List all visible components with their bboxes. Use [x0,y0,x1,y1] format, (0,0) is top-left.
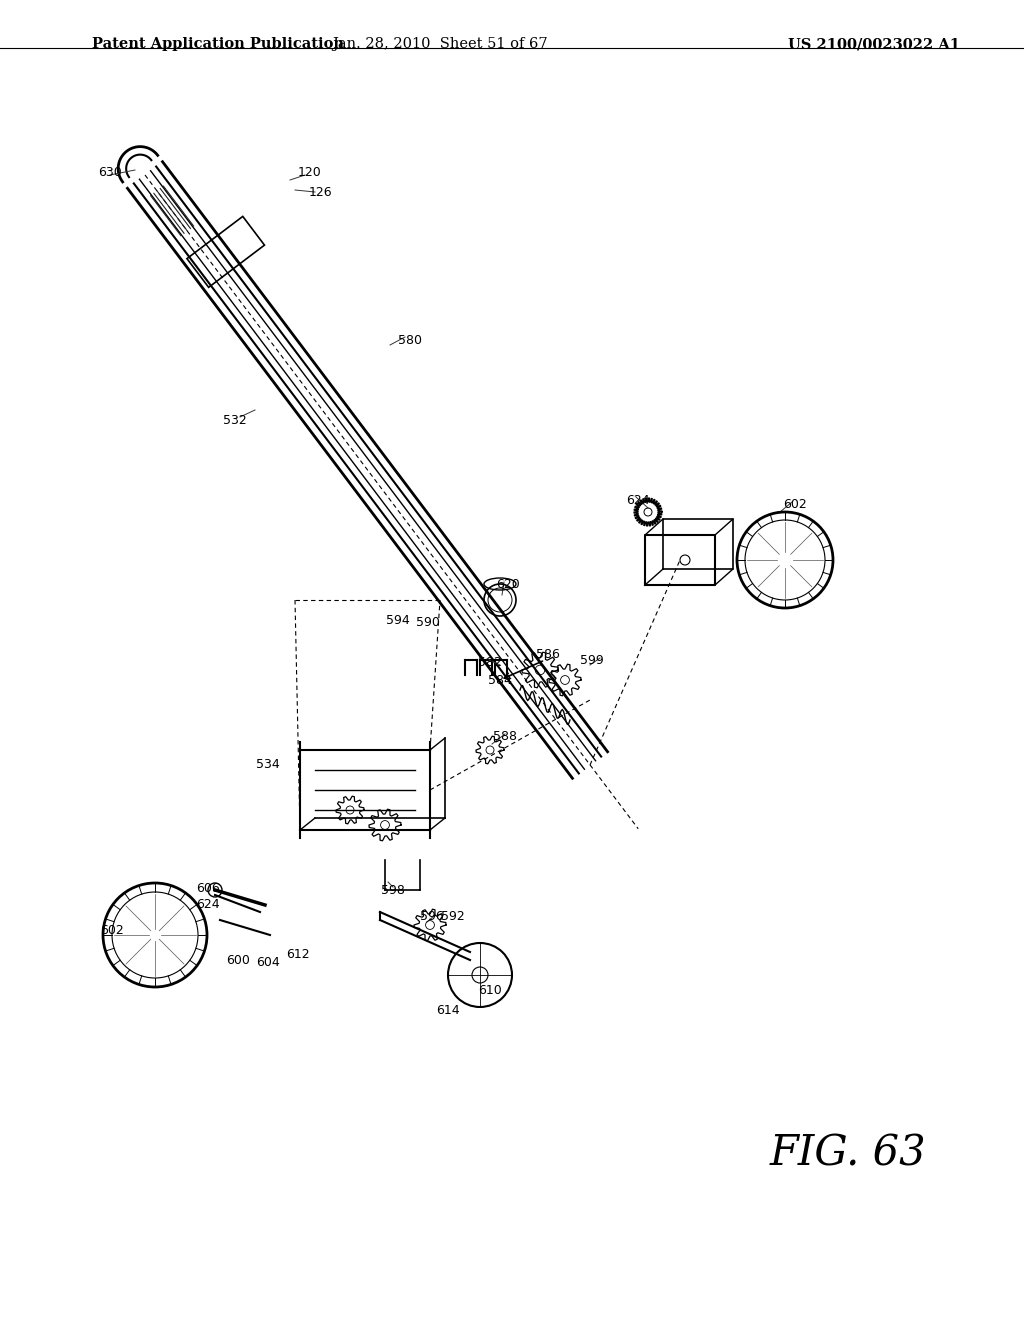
Text: 120: 120 [298,165,322,178]
Text: 606: 606 [197,882,220,895]
Text: Patent Application Publication: Patent Application Publication [92,37,344,51]
Text: 592: 592 [441,911,465,924]
Text: Jan. 28, 2010  Sheet 51 of 67: Jan. 28, 2010 Sheet 51 of 67 [332,37,548,51]
Text: FIG. 63: FIG. 63 [770,1133,927,1175]
Text: 610: 610 [478,983,502,997]
Text: 596: 596 [420,911,443,924]
Text: 614: 614 [436,1003,460,1016]
Text: 586: 586 [536,648,560,661]
Text: 580: 580 [398,334,422,346]
Text: 604: 604 [256,956,280,969]
Text: 594: 594 [386,614,410,627]
Text: 532: 532 [223,413,247,426]
Text: 602: 602 [100,924,124,936]
Text: 588: 588 [493,730,517,743]
Text: 624: 624 [627,494,650,507]
Text: 599: 599 [581,653,604,667]
Text: 584: 584 [488,673,512,686]
Text: US 2100/0023022 A1: US 2100/0023022 A1 [788,37,961,51]
Text: 534: 534 [256,759,280,771]
Text: 630: 630 [98,165,122,178]
Text: 612: 612 [286,949,310,961]
Text: 600: 600 [226,953,250,966]
Text: 582: 582 [478,656,502,668]
Text: 602: 602 [783,499,807,511]
Text: 126: 126 [308,186,332,198]
Text: 598: 598 [381,883,404,896]
Text: 620: 620 [496,578,520,591]
Text: 590: 590 [416,616,440,630]
Text: 624: 624 [197,899,220,912]
